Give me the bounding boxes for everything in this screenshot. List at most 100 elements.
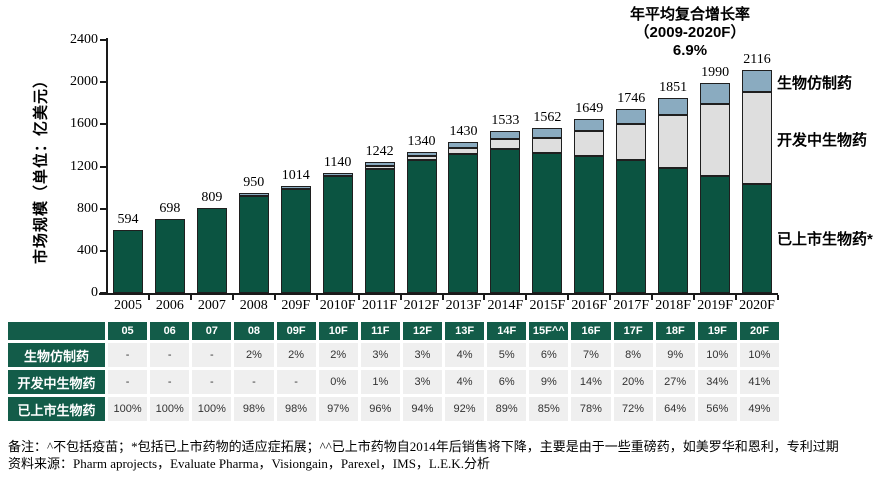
table-row-label: 已上市生物药 [8,397,105,421]
x-tick-mark [609,295,612,300]
bar-segment [280,189,311,293]
bar-total-label: 950 [243,174,265,190]
table-header-cell: 10F [318,322,358,340]
table-cell: 4% [445,370,485,394]
y-tick-label: 2400 [70,32,98,47]
table-cell: 20% [613,370,653,394]
footnotes: 备注：^不包括疫苗；*包括已上市药物的适应症拓展；^^已上市药物自2014年后销… [8,438,876,472]
x-tick-mark [735,295,738,300]
bar-2013F [448,142,479,293]
bar-segment [490,149,521,293]
x-tick-mark [357,295,360,300]
x-tick-label: 2016F [571,298,608,313]
x-tick-mark [567,295,570,300]
x-tick-label: 2010F [319,298,356,313]
y-tick-label: 800 [77,200,98,216]
bar-segment [322,172,353,176]
table-cell: 49% [739,397,779,421]
bar-segment [238,195,269,293]
x-tick-mark [525,295,528,300]
x-tick-label: 209F [281,298,311,313]
table-header-cell: 08 [234,322,274,340]
table-cell: 2% [318,343,358,367]
table-header-cell: 05 [108,322,148,340]
x-tick-label: 2008 [239,298,268,313]
bar-segment [322,175,353,293]
x-tick-mark [693,295,696,300]
y-tick-label: 1200 [70,158,98,174]
bar-segment [532,128,563,139]
footnote-source: 资料来源：Pharm aprojects，Evaluate Pharma，Vis… [8,456,490,471]
table-cell: 5% [487,343,527,367]
bar-segment [448,148,479,155]
table-corner-cell [8,322,105,340]
table-cell: - [192,370,232,394]
table-cell: 64% [655,397,695,421]
bar-segment [238,192,269,196]
bar-segment [574,119,605,132]
table-row-label: 生物仿制药 [8,343,105,367]
y-axis-title: 市场规模（单位：亿美元） [32,71,50,265]
table-cell: 89% [487,397,527,421]
table-header-cell: 16F [571,322,611,340]
table-cell: 10% [739,343,779,367]
bar-segment [700,175,731,293]
bar-2016F [574,119,605,293]
footnote-remark: 备注：^不包括疫苗；*包括已上市药物的适应症拓展；^^已上市药物自2014年后销… [8,439,839,454]
x-tick-mark [231,295,234,300]
table-cell: 10% [697,343,737,367]
x-tick-mark [315,295,318,300]
x-tick-mark [399,295,402,300]
y-tick-label: 400 [77,242,98,258]
table-cell: 3% [360,343,400,367]
bar-segment [406,155,437,161]
table-cell: 8% [613,343,653,367]
bar-segment [154,219,185,293]
x-tick-label: 2013F [445,298,482,313]
bar-segment [658,168,689,293]
table-cell: 94% [402,397,442,421]
table-cell: 3% [402,370,442,394]
table-cell: 41% [739,370,779,394]
table-cell: - [150,370,190,394]
x-tick-mark [483,295,486,300]
bar-209F [280,186,311,293]
bar-segment [406,151,437,156]
table-cell: 6% [529,343,569,367]
legend-item-in-development: 开发中生物药 [777,132,868,149]
bar-2020F [742,69,773,293]
bar-total-label: 1242 [365,144,394,160]
table-header-cell: 11F [360,322,400,340]
x-tick-label: 2011F [361,298,398,313]
plot-area: 594 698 809 950 1014 1140 1242 1340 1430 1533 1562… [107,40,778,293]
bar-2014F [490,131,521,293]
x-tick-mark [441,295,444,300]
bar-total-label: 2116 [743,51,771,67]
table-cell: 56% [697,397,737,421]
table-header-cell: 19F [697,322,737,340]
table-cell: 14% [571,370,611,394]
bar-segment [616,123,647,161]
bar-total-label: 698 [159,201,181,217]
bar-total-label: 1562 [533,110,562,126]
cagr-title-line1: 年平均复合增长率 [629,6,750,23]
table-cell: - [276,370,316,394]
table-cell: - [108,343,148,367]
table-cell: 1% [360,370,400,394]
table-row-label: 开发中生物药 [8,370,105,394]
y-tick-label: 1600 [70,116,98,132]
table-header-cell: 17F [613,322,653,340]
bar-segment [280,186,311,190]
table-cell: - [234,370,274,394]
table-header-cell: 15F^^ [529,322,569,340]
table-cell: 3% [402,343,442,367]
y-axis-line [106,38,108,295]
table-cell: 72% [613,397,653,421]
x-tick-label: 2007 [197,298,226,313]
bar-segment [658,115,689,169]
bar-segment [364,162,395,166]
table-cell: 100% [150,397,190,421]
x-tick-label: 2020F [739,298,775,313]
y-tick-mark [100,207,107,210]
